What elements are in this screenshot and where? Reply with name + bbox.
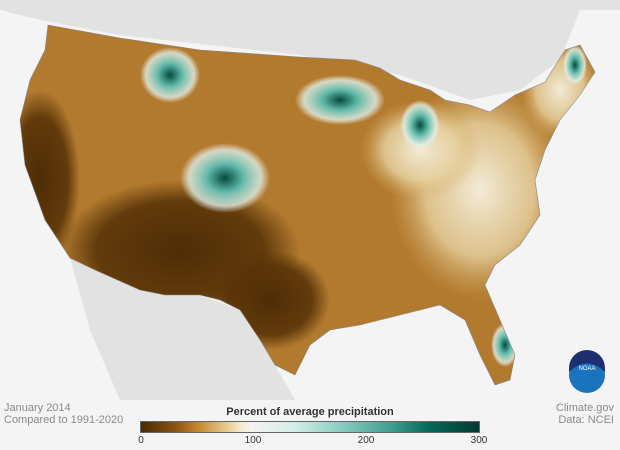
legend-tick: 200	[357, 435, 375, 446]
precipitation-map: NOAA	[0, 0, 620, 400]
legend-tick: 0	[138, 435, 144, 446]
us-outline	[19, 24, 596, 386]
legend-tick: 300	[470, 435, 488, 446]
svg-text:NOAA: NOAA	[578, 366, 595, 372]
credit-data: Data: NCEI	[558, 414, 614, 426]
mexico-landmass	[70, 258, 295, 400]
caption: January 2014 Compared to 1991-2020	[4, 402, 123, 426]
caption-date: January 2014	[4, 402, 71, 414]
canada-landmass	[0, 0, 620, 100]
legend-colorbar	[140, 421, 480, 433]
us-precipitation-field	[20, 25, 595, 385]
legend-tick: 100	[244, 435, 262, 446]
legend-title: Percent of average precipitation	[226, 406, 394, 418]
credit-source: Climate.gov	[555, 402, 614, 414]
noaa-logo: NOAA	[569, 350, 605, 393]
credits: Climate.gov Data: NCEI	[556, 402, 614, 426]
caption-baseline: Compared to 1991-2020	[4, 414, 124, 426]
